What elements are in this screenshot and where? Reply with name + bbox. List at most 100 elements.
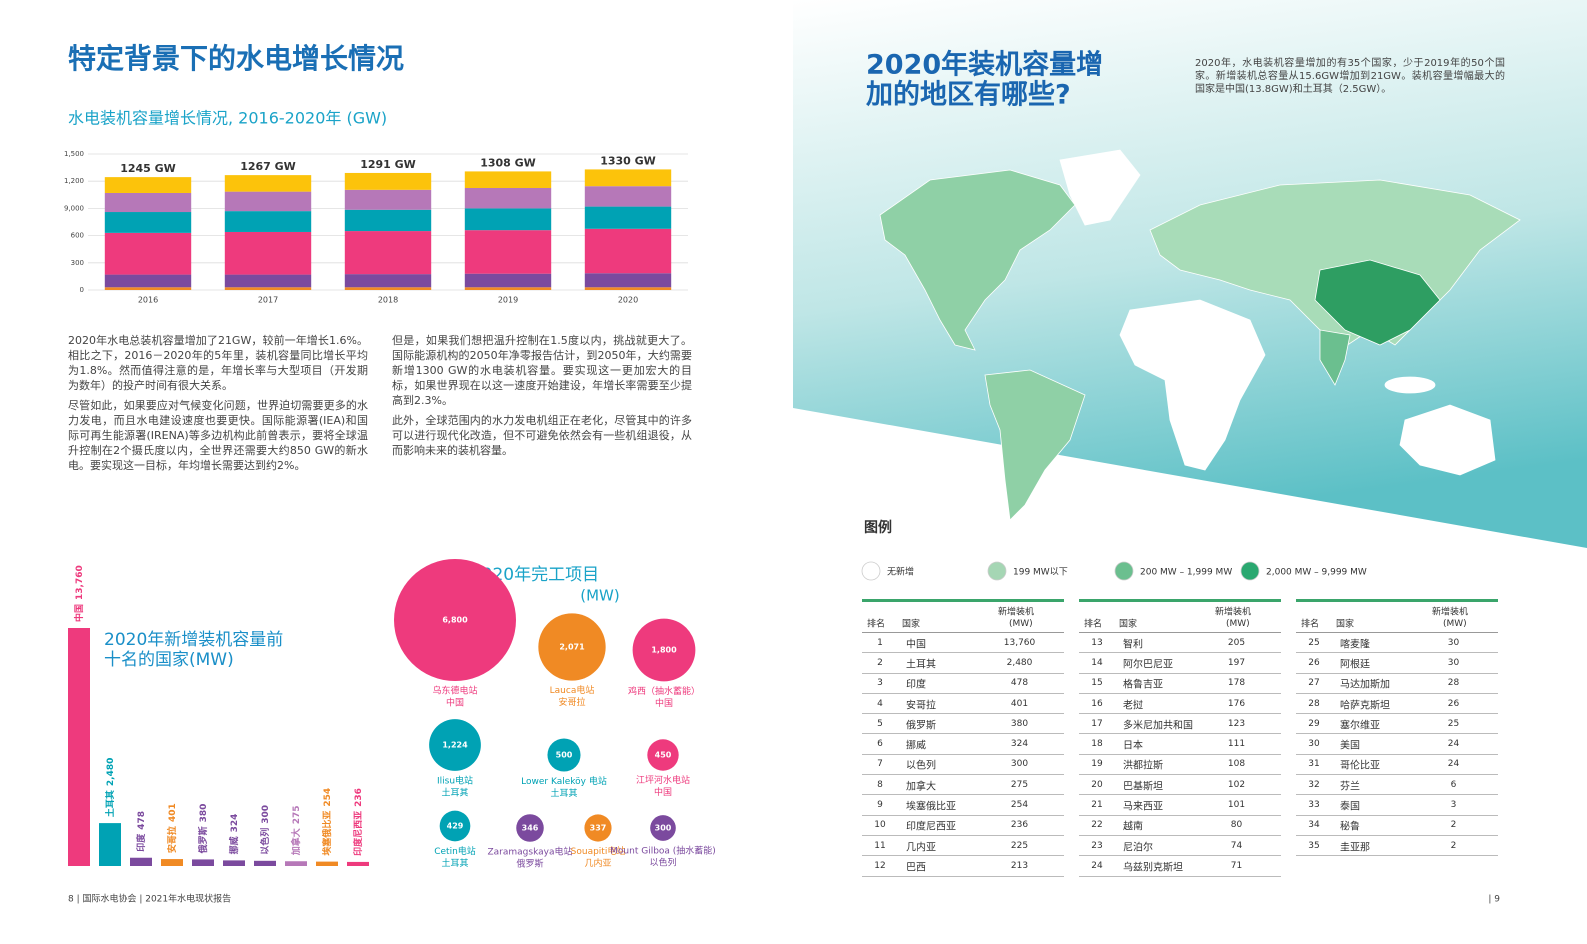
table-row: 35 圭亚那 2 <box>1296 836 1498 857</box>
value: 13,760 <box>1003 637 1036 648</box>
value-label: 236 <box>354 788 364 807</box>
country: 俄罗斯 <box>906 720 936 732</box>
value: 324 <box>1010 739 1029 750</box>
country-header: 国家 <box>1119 619 1138 630</box>
project-country: 中国 <box>654 786 672 798</box>
table-row: 7 以色列 300 <box>862 755 1064 776</box>
project-country: 安哥拉 <box>558 696 585 708</box>
rank: 6 <box>877 739 883 750</box>
value-label: 380 <box>199 804 209 823</box>
category-label: 土耳其 <box>104 790 116 817</box>
project-name: Zaramagskaya电站 <box>488 845 573 857</box>
country: 阿根廷 <box>1340 659 1370 671</box>
table-row: 31 哥伦比亚 24 <box>1296 755 1498 776</box>
bar <box>254 860 276 866</box>
bar-segment <box>464 208 552 231</box>
bar <box>68 628 90 866</box>
rank: 24 <box>1091 860 1103 871</box>
category-label: 加拿大 <box>290 828 302 856</box>
table-row: 6 挪威 324 <box>862 734 1064 755</box>
value: 25 <box>1447 718 1460 729</box>
y-tick-label: 9,000 <box>64 204 84 212</box>
bar <box>161 859 183 866</box>
country: 智利 <box>1123 639 1143 651</box>
value: 123 <box>1227 718 1246 729</box>
value: 275 <box>1010 779 1029 790</box>
project-name: Cetin电站 <box>434 845 476 857</box>
country: 挪威 <box>906 740 926 752</box>
value: 108 <box>1227 759 1246 770</box>
value: 24 <box>1447 739 1460 750</box>
country: 马达加斯加 <box>1340 679 1390 691</box>
value-label: 500 <box>556 751 573 760</box>
bar-segment <box>344 274 432 288</box>
rank: 29 <box>1308 718 1320 729</box>
country: 尼泊尔 <box>1123 842 1153 854</box>
bar <box>99 823 121 866</box>
value: 178 <box>1227 678 1246 689</box>
project-name: Ilisu电站 <box>437 774 473 786</box>
china <box>1314 259 1441 346</box>
table-row: 28 哈萨克斯坦 26 <box>1296 694 1498 715</box>
category-label: 挪威 <box>228 836 240 854</box>
table-row: 26 阿根廷 30 <box>1296 653 1498 674</box>
bar <box>192 859 214 866</box>
project-name: Souapiti电站 <box>571 845 626 857</box>
table-header: 排名 国家 新增装机 (MW) <box>862 599 1064 633</box>
table-row: 9 埃塞俄比亚 254 <box>862 795 1064 816</box>
value: 2 <box>1450 840 1457 851</box>
rank-header: 排名 <box>1084 619 1103 630</box>
bar-segment <box>344 189 432 210</box>
value: 478 <box>1010 678 1029 689</box>
country: 印度 <box>906 679 926 691</box>
paragraph: 但是，如果我们想把温升控制在1.5度以内，挑战就更大了。国际能源机构的2050年… <box>392 334 692 407</box>
bar-segment <box>104 212 192 233</box>
category-label: 以色列 <box>259 828 271 855</box>
legend-label: 无新增 <box>887 566 914 578</box>
value: 2 <box>1450 820 1457 831</box>
table-row: 2 土耳其 2,480 <box>862 653 1064 674</box>
value: 254 <box>1010 800 1029 811</box>
legend-label: 2,000 MW – 9,999 MW <box>1266 568 1367 578</box>
bar <box>347 861 369 866</box>
rank: 4 <box>877 698 883 709</box>
world-map <box>879 149 1521 521</box>
project-name: Mount Gilboa (抽水蓄能) <box>610 844 716 856</box>
rank: 3 <box>877 678 883 689</box>
rank: 28 <box>1308 698 1320 709</box>
value-label: 429 <box>447 822 464 831</box>
legend-swatch <box>1114 561 1134 581</box>
rank: 5 <box>877 718 883 729</box>
country: 泰国 <box>1340 801 1360 813</box>
table-row: 27 马达加斯加 28 <box>1296 674 1498 694</box>
table-row: 20 巴基斯坦 102 <box>1079 775 1281 796</box>
islands <box>1384 376 1436 394</box>
value: 30 <box>1447 637 1460 648</box>
rank: 9 <box>877 800 883 811</box>
value: 3 <box>1450 800 1457 811</box>
bar-segment <box>464 287 552 290</box>
bar-label: 俄罗斯 380 <box>197 804 209 855</box>
rank: 27 <box>1308 678 1320 689</box>
chart-subtitle: (MW) <box>580 587 619 605</box>
footer-right: | 9 <box>1488 895 1500 905</box>
map-background <box>793 0 1587 548</box>
rank: 30 <box>1308 739 1320 750</box>
bar-segment <box>104 274 192 288</box>
table-row: 8 加拿大 275 <box>862 775 1064 796</box>
legend-swatch <box>1240 561 1260 581</box>
rank: 12 <box>874 860 886 871</box>
bar-segment <box>224 231 312 275</box>
country: 阿尔巴尼亚 <box>1123 659 1173 671</box>
bar-label: 埃塞俄比亚 254 <box>321 788 333 856</box>
country: 多米尼加共和国 <box>1123 720 1193 732</box>
country: 中国 <box>906 639 926 651</box>
bar-segment <box>104 287 192 290</box>
country-header: 国家 <box>902 619 921 630</box>
table: 排名 国家 新增装机 (MW) 1 中国 13,760 2 土耳其 2,480 3 印度 478 4 安哥拉… <box>862 599 1064 877</box>
project-country: 土耳其 <box>441 786 468 798</box>
table-row: 19 洪都拉斯 108 <box>1079 755 1281 776</box>
country: 美国 <box>1340 740 1360 752</box>
rank: 7 <box>877 759 883 770</box>
bar-segment <box>584 169 672 187</box>
